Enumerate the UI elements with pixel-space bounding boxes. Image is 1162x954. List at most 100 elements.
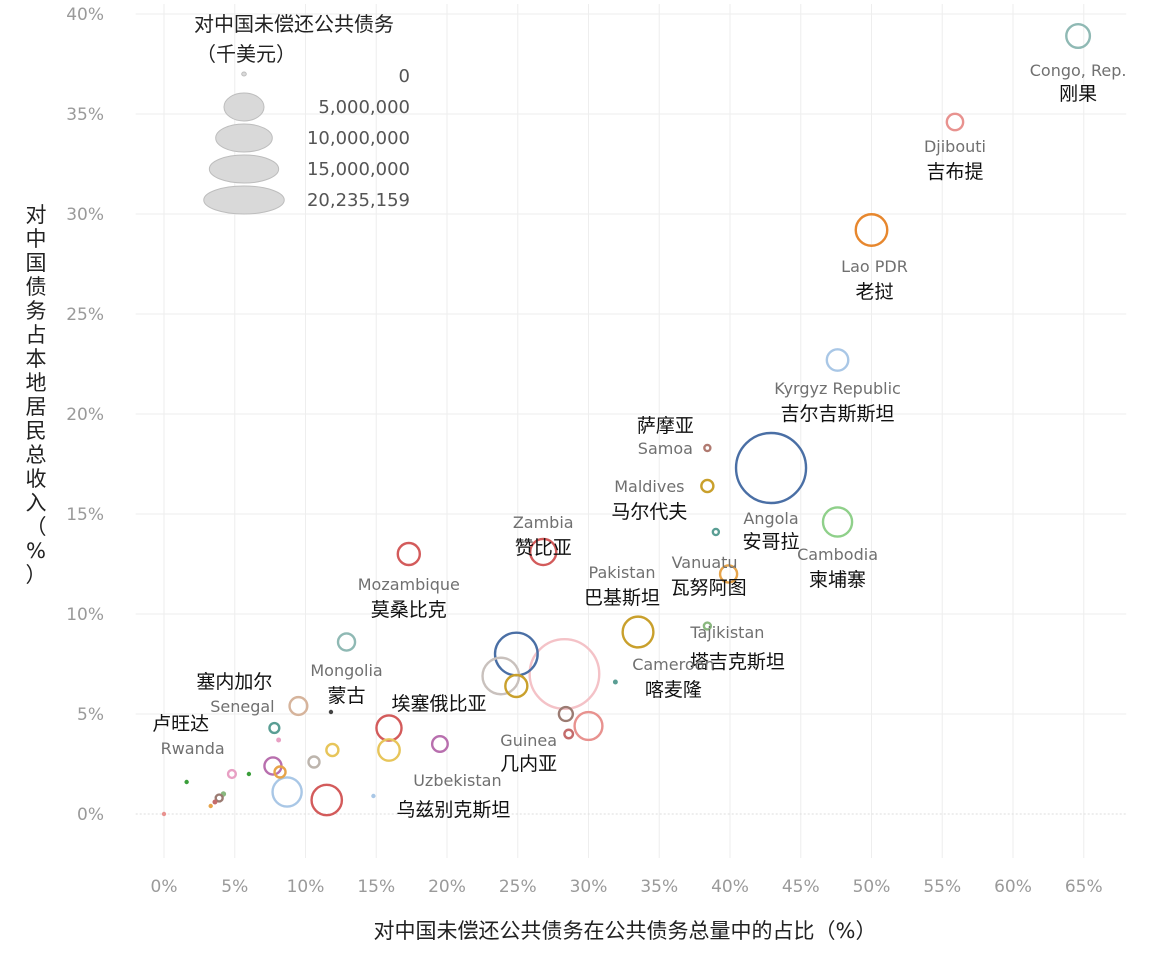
point-label-en: Angola xyxy=(743,509,798,528)
x-tick-label: 50% xyxy=(853,877,891,897)
data-point xyxy=(702,621,713,631)
y-axis-title-char: 民 xyxy=(26,419,47,443)
y-axis-title-char: 务 xyxy=(26,299,47,323)
point-label-en: Mozambique xyxy=(358,575,460,594)
data-point xyxy=(821,506,854,538)
x-axis-ticks: 0% 5% 10% 15% 20% 25% 30% 35% 40% 45% 50% 55% 60% 65% xyxy=(151,877,1103,897)
legend-size-swatch xyxy=(208,154,280,184)
y-axis-title-char: 债 xyxy=(26,275,47,299)
legend-size-swatch xyxy=(215,123,273,153)
point-label-en: Djibouti xyxy=(924,137,986,156)
legend-size-label: 20,235,159 xyxy=(307,190,410,211)
data-point xyxy=(396,541,421,567)
point-label-cn: 萨摩亚 xyxy=(637,415,694,437)
data-point xyxy=(375,714,403,742)
point-label-cn: 喀麦隆 xyxy=(645,679,702,701)
x-tick-label: 40% xyxy=(711,877,749,897)
point-label-en: Cameroon xyxy=(632,655,714,674)
point-label-cn: 赞比亚 xyxy=(515,537,572,559)
data-point xyxy=(328,709,334,715)
legend-size-swatch xyxy=(241,71,247,77)
point-label-cn: 塔吉克斯坦 xyxy=(690,651,785,673)
legend-size-swatch xyxy=(203,185,285,215)
point-label-cn: 吉尔吉斯斯坦 xyxy=(781,403,895,425)
point-label-cn: 塞内加尔 xyxy=(196,671,272,693)
legend-size-swatch xyxy=(223,92,265,122)
point-label-cn: 卢旺达 xyxy=(152,713,209,735)
y-axis-title-char: 本 xyxy=(26,347,47,371)
y-tick-label: 5% xyxy=(77,705,104,725)
point-label-cn: 吉布提 xyxy=(926,161,983,183)
bubble-series xyxy=(161,23,1092,817)
y-axis-title-char: 地 xyxy=(26,371,47,395)
data-point xyxy=(246,771,252,777)
legend-size-label: 15,000,000 xyxy=(307,159,410,180)
data-point xyxy=(854,213,889,247)
point-label-en: Pakistan xyxy=(589,563,656,582)
point-label-en: Guinea xyxy=(500,731,557,750)
point-label-cn: 瓦努阿图 xyxy=(671,577,747,599)
data-point xyxy=(529,537,558,567)
y-axis-title-char: （ xyxy=(26,515,47,539)
data-point xyxy=(557,705,575,723)
data-point xyxy=(573,710,604,742)
grid xyxy=(135,4,1127,858)
data-point xyxy=(161,811,167,817)
y-axis-title-char: 收 xyxy=(26,467,47,491)
point-label-cn: 安哥拉 xyxy=(743,531,800,553)
point-label-en: Uzbekistan xyxy=(413,771,501,790)
y-axis-title-char: ） xyxy=(26,563,47,587)
data-point xyxy=(310,783,344,817)
legend-size-label: 5,000,000 xyxy=(318,97,410,118)
data-point xyxy=(212,799,218,805)
y-tick-label: 10% xyxy=(66,605,104,625)
point-label-en: Lao PDR xyxy=(841,257,908,276)
legend-title-line1: 对中国未偿还公共债务 xyxy=(194,12,394,36)
x-tick-label: 0% xyxy=(151,877,178,897)
point-label-cn: 巴基斯坦 xyxy=(584,587,660,609)
data-point xyxy=(325,742,340,758)
point-label-en: Zambia xyxy=(513,513,574,532)
y-axis-title-char: 占 xyxy=(26,323,47,347)
x-axis-title: 对中国未偿还公共债务在公共债务总量中的占比（%） xyxy=(374,919,877,943)
point-label-en: Tajikistan xyxy=(689,623,764,642)
data-point xyxy=(371,793,376,799)
data-point xyxy=(528,638,601,710)
data-point xyxy=(711,527,721,537)
y-axis-title-char: 中 xyxy=(26,227,47,251)
y-axis-title-char: 国 xyxy=(26,251,47,275)
x-tick-label: 15% xyxy=(357,877,395,897)
y-axis-ticks: 0% 5% 10% 15% 20% 25% 30% 35% 40% xyxy=(66,5,104,825)
data-point xyxy=(268,721,281,735)
point-label-cn: 柬埔寨 xyxy=(809,569,866,591)
data-point xyxy=(734,431,808,505)
data-point xyxy=(226,768,238,780)
point-label-cn: 刚果 xyxy=(1059,83,1097,105)
point-label-cn: 几内亚 xyxy=(500,753,557,775)
data-point xyxy=(1065,23,1092,49)
point-label-cn: 埃塞俄比亚 xyxy=(391,693,486,715)
point-labels: Congo, Rep. 刚果 Djibouti 吉布提 Lao PDR 老挝 Kyrgyz … xyxy=(152,61,1126,821)
data-point xyxy=(430,735,449,753)
x-tick-label: 25% xyxy=(499,877,537,897)
point-label-en: Congo, Rep. xyxy=(1030,61,1127,80)
point-label-en: Senegal xyxy=(210,697,274,716)
y-tick-label: 25% xyxy=(66,305,104,325)
point-label-en: Vanuatu xyxy=(672,553,738,572)
x-tick-label: 5% xyxy=(221,877,248,897)
data-point xyxy=(307,755,321,769)
point-label-en: Maldives xyxy=(614,477,684,496)
y-tick-label: 20% xyxy=(66,405,104,425)
y-axis-title-char: 总 xyxy=(26,443,47,467)
x-tick-label: 65% xyxy=(1065,877,1103,897)
data-point xyxy=(214,793,224,803)
x-tick-label: 10% xyxy=(287,877,325,897)
point-label-cn: 乌兹别克斯坦 xyxy=(396,799,510,821)
y-tick-label: 15% xyxy=(66,505,104,525)
data-point xyxy=(271,776,303,808)
data-point xyxy=(945,112,965,132)
data-point xyxy=(377,738,401,762)
data-point xyxy=(718,564,739,584)
data-point xyxy=(621,615,655,649)
